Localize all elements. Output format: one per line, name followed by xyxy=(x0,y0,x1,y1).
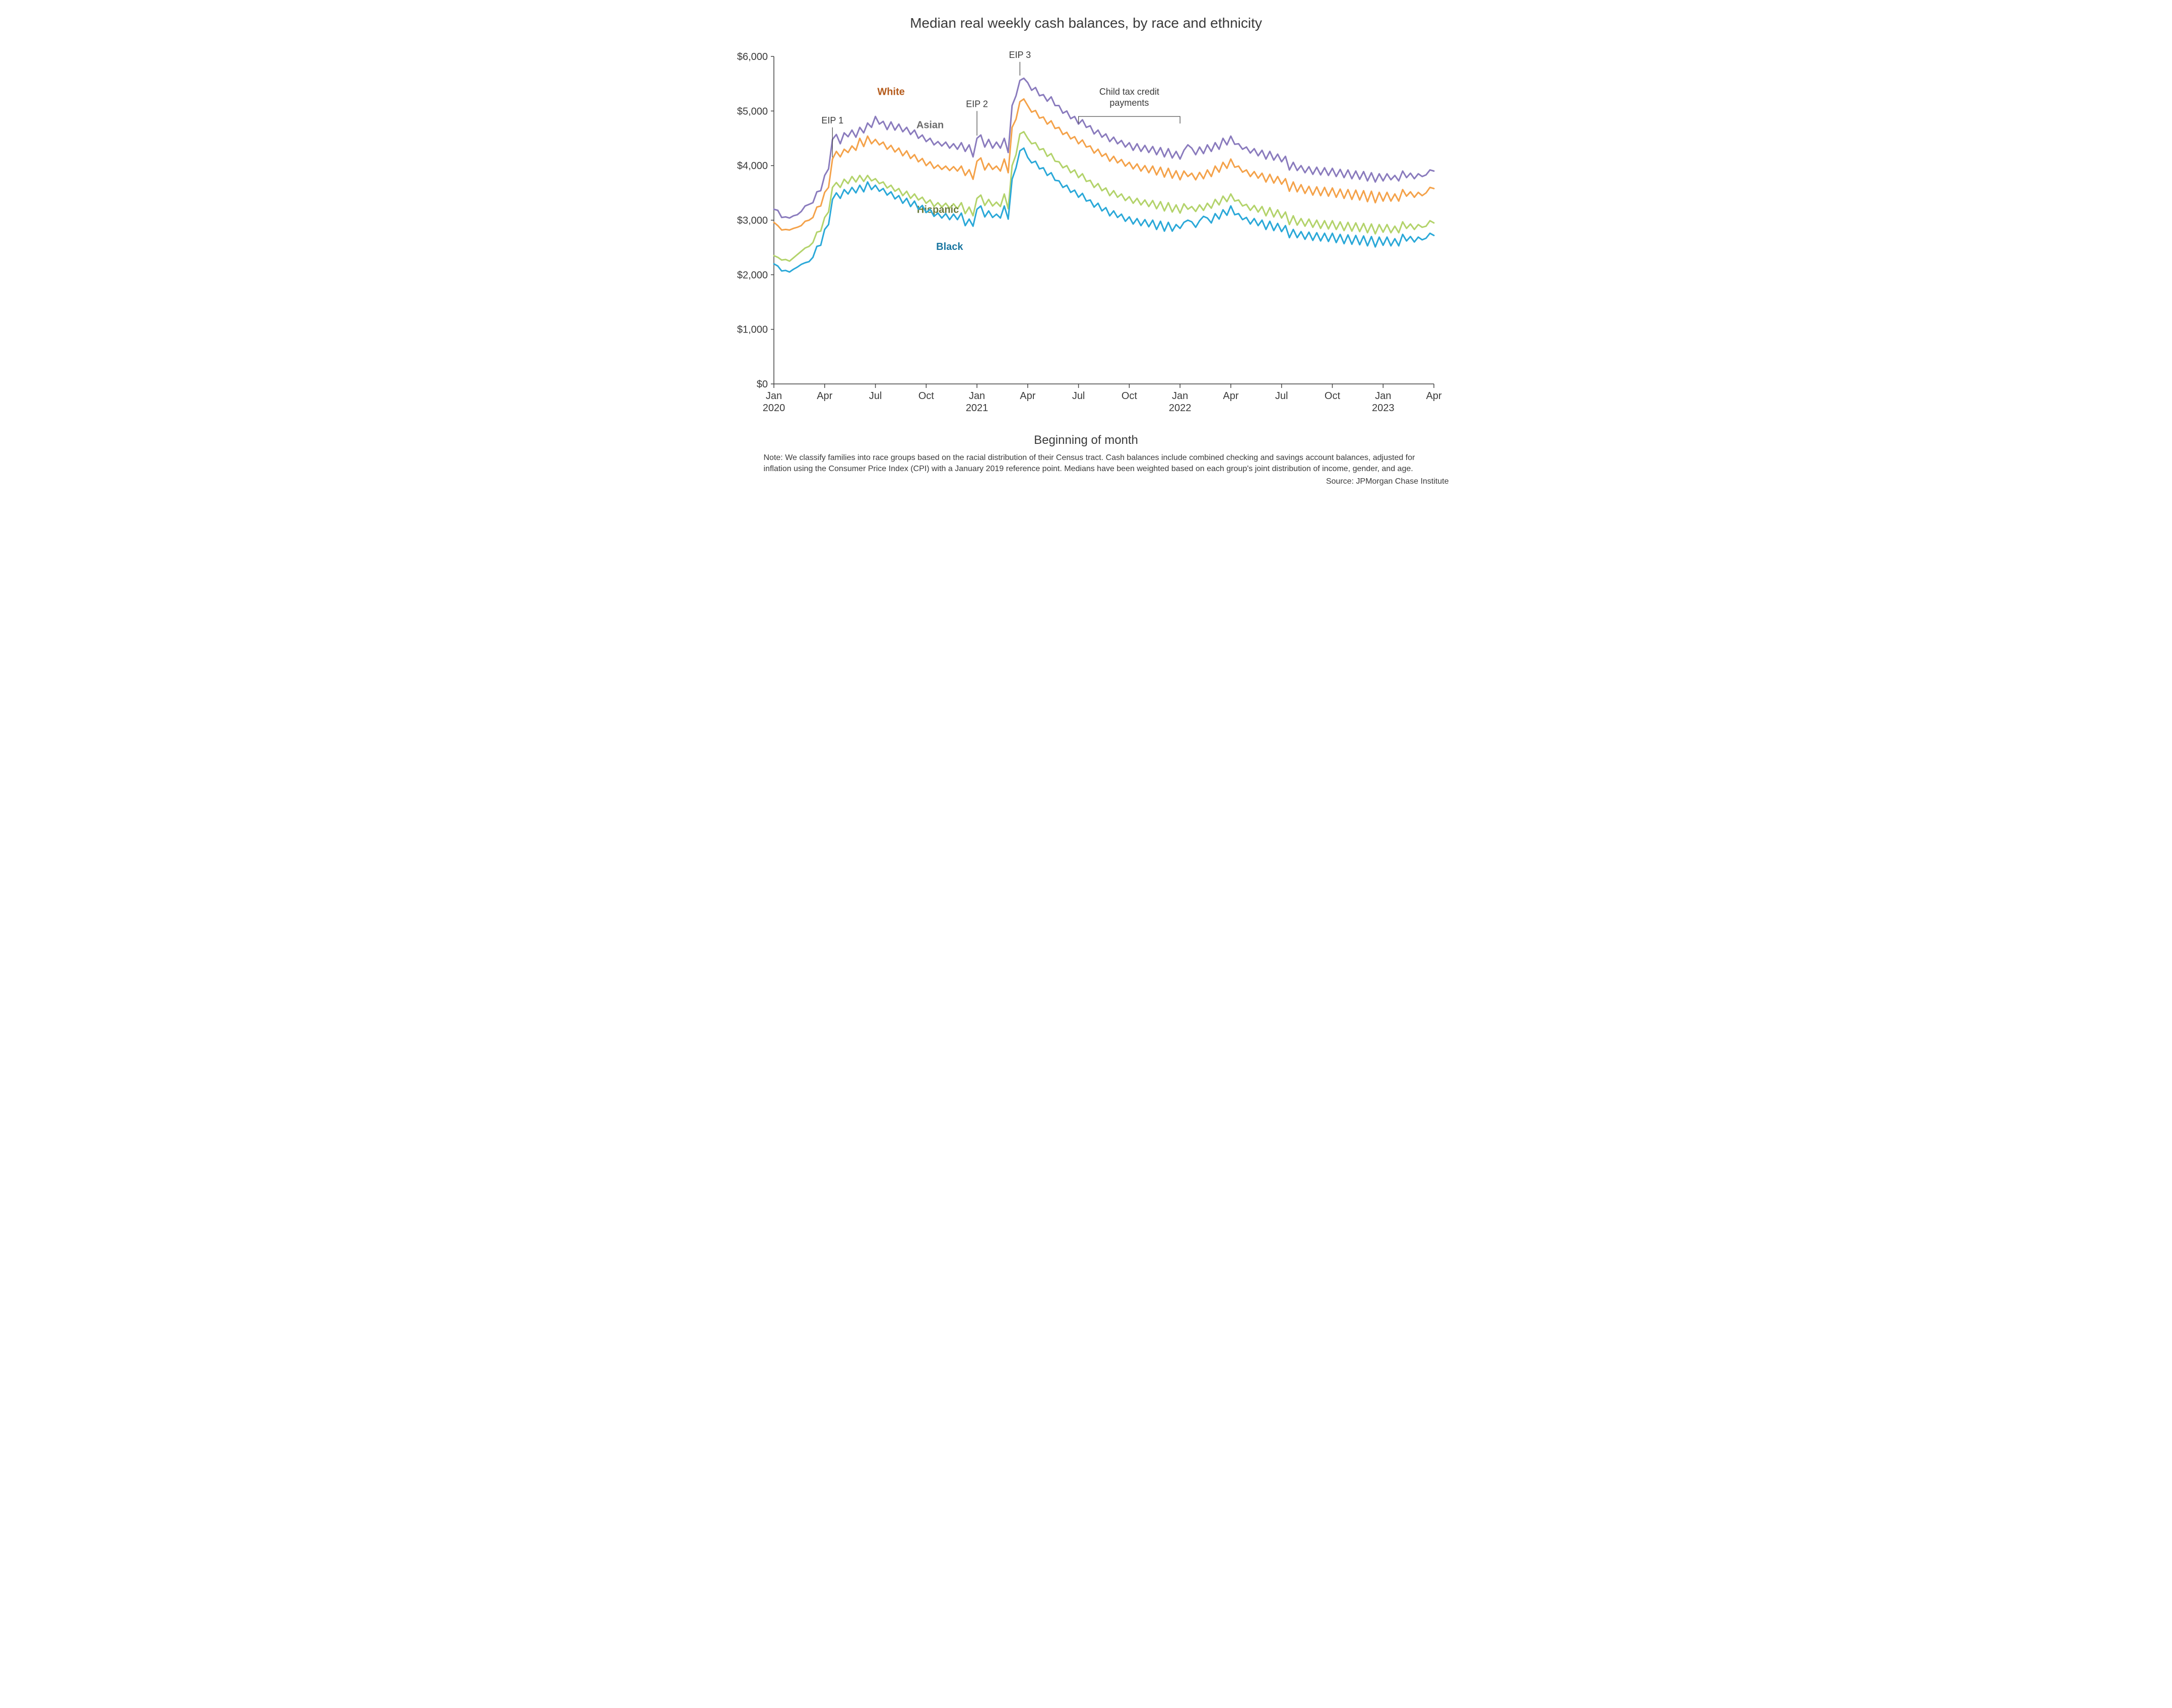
svg-text:Apr: Apr xyxy=(817,390,832,402)
series-asian xyxy=(774,78,1434,218)
series-hispanic xyxy=(774,132,1434,261)
series-black xyxy=(774,148,1434,272)
annotation-label: EIP 2 xyxy=(966,99,988,109)
chart-note: Note: We classify families into race gro… xyxy=(764,452,1419,474)
svg-text:$6,000: $6,000 xyxy=(737,51,767,62)
svg-text:Jan: Jan xyxy=(1172,390,1188,402)
svg-text:2022: 2022 xyxy=(1168,403,1191,414)
svg-text:$4,000: $4,000 xyxy=(737,161,767,172)
svg-text:2023: 2023 xyxy=(1371,403,1394,414)
svg-text:2021: 2021 xyxy=(965,403,988,414)
series-label-asian: Asian xyxy=(916,120,943,131)
annotation-label: Child tax credit xyxy=(1099,87,1159,97)
svg-text:$3,000: $3,000 xyxy=(737,215,767,226)
series-label-white: White xyxy=(877,87,904,98)
svg-text:$5,000: $5,000 xyxy=(737,106,767,117)
svg-text:Apr: Apr xyxy=(1426,390,1441,402)
svg-text:2020: 2020 xyxy=(762,403,785,414)
chart-title: Median real weekly cash balances, by rac… xyxy=(723,15,1449,31)
svg-text:$0: $0 xyxy=(756,379,767,390)
line-chart: $0 $1,000 $2,000 $3,000 $4,000 $5,000 $6,000 Ja… xyxy=(723,46,1449,429)
svg-text:Jul: Jul xyxy=(1275,390,1288,402)
svg-text:Apr: Apr xyxy=(1020,390,1035,402)
svg-text:Jan: Jan xyxy=(968,390,984,402)
svg-text:Jul: Jul xyxy=(869,390,882,402)
svg-text:Jul: Jul xyxy=(1072,390,1085,402)
svg-text:Oct: Oct xyxy=(1121,390,1137,402)
annotation-label: payments xyxy=(1109,98,1149,108)
annotation-label: EIP 3 xyxy=(1009,50,1031,60)
chart-source: Source: JPMorgan Chase Institute xyxy=(723,477,1449,486)
svg-text:$1,000: $1,000 xyxy=(737,324,767,336)
series-white xyxy=(774,99,1434,230)
svg-text:Jan: Jan xyxy=(765,390,781,402)
annotation-label: EIP 1 xyxy=(821,115,843,125)
series-label-black: Black xyxy=(936,241,963,252)
svg-text:Oct: Oct xyxy=(1324,390,1340,402)
svg-text:Oct: Oct xyxy=(918,390,934,402)
x-axis-title: Beginning of month xyxy=(723,433,1449,447)
svg-text:Jan: Jan xyxy=(1375,390,1391,402)
svg-text:$2,000: $2,000 xyxy=(737,270,767,281)
svg-text:Apr: Apr xyxy=(1223,390,1238,402)
